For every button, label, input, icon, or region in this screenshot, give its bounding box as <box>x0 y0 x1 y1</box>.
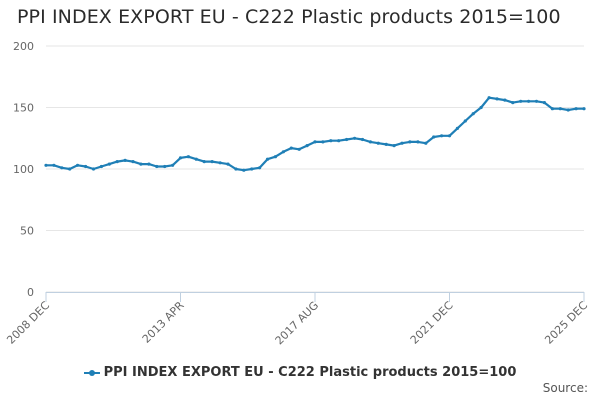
data-point <box>408 140 412 144</box>
series-layer <box>44 96 586 172</box>
data-point <box>440 134 444 138</box>
y-tick-label: 0 <box>27 286 34 299</box>
data-point <box>115 160 119 164</box>
data-point <box>424 141 428 145</box>
x-axis: 2008 DEC 2013 APR 2017 AUG 2021 DEC 2025 DEC <box>4 292 590 347</box>
data-point <box>305 144 309 148</box>
y-tick-label: 50 <box>20 225 34 238</box>
data-point <box>163 164 167 169</box>
data-point <box>376 141 380 145</box>
x-tick-label: 2013 APR <box>140 299 187 346</box>
data-point <box>353 136 357 140</box>
data-point <box>281 150 285 154</box>
data-point <box>511 101 515 105</box>
data-point <box>178 156 183 160</box>
data-point <box>297 147 301 151</box>
data-point <box>447 134 452 138</box>
gridlines <box>46 45 584 293</box>
data-point <box>503 98 507 102</box>
data-point <box>329 139 333 143</box>
data-point <box>139 162 143 166</box>
data-point <box>550 107 555 111</box>
data-point <box>52 163 56 167</box>
data-point <box>242 168 246 172</box>
data-point <box>186 155 190 159</box>
data-point <box>495 97 499 101</box>
data-point <box>60 166 64 170</box>
y-tick-label: 200 <box>13 40 34 53</box>
data-point <box>99 164 103 169</box>
data-point <box>202 160 206 164</box>
data-point <box>123 158 127 162</box>
data-point <box>289 146 293 150</box>
data-point <box>384 142 388 146</box>
data-point <box>155 164 159 169</box>
data-point <box>558 107 562 111</box>
data-point <box>455 126 459 130</box>
x-tick-label: 2025 DEC <box>542 299 590 347</box>
data-point <box>91 167 96 171</box>
data-point <box>321 140 325 144</box>
data-point <box>194 157 198 161</box>
data-point <box>68 167 72 171</box>
data-point <box>250 167 254 171</box>
chart-title: PPI INDEX EXPORT EU - C222 Plastic produ… <box>17 6 561 28</box>
data-point <box>582 107 586 111</box>
data-point <box>107 162 111 166</box>
data-point <box>360 137 365 142</box>
x-tick-label: 2017 AUG <box>273 299 322 348</box>
data-point <box>542 101 547 105</box>
source-label[interactable]: Source: <box>542 381 588 395</box>
x-tick-label: 2021 DEC <box>408 299 456 347</box>
data-point <box>258 166 262 170</box>
data-point <box>527 99 531 103</box>
data-point <box>471 112 475 116</box>
y-tick-label: 100 <box>13 163 34 176</box>
data-point <box>534 99 539 103</box>
data-point <box>566 108 570 112</box>
data-point <box>147 162 151 166</box>
data-point <box>226 162 230 166</box>
data-point <box>84 164 88 169</box>
data-point <box>273 155 277 159</box>
x-tick-label: 2008 DEC <box>4 299 52 347</box>
data-point <box>131 160 135 164</box>
data-point <box>234 167 238 171</box>
legend[interactable]: PPI INDEX EXPORT EU - C222 Plastic produ… <box>0 365 600 380</box>
series-line <box>44 96 586 172</box>
legend-label: PPI INDEX EXPORT EU - C222 Plastic produ… <box>103 365 517 380</box>
data-point <box>44 163 48 167</box>
data-point <box>210 160 214 164</box>
data-point <box>218 161 222 165</box>
data-point <box>171 163 175 167</box>
data-point <box>392 144 396 148</box>
data-point <box>463 119 467 123</box>
data-point <box>368 140 372 144</box>
y-tick-label: 150 <box>13 102 34 115</box>
data-point <box>574 107 578 111</box>
data-point <box>345 137 349 142</box>
legend-swatch-icon <box>83 368 100 378</box>
data-point <box>265 157 270 161</box>
data-point <box>519 99 523 103</box>
data-point <box>416 140 420 144</box>
data-point <box>337 139 341 143</box>
y-axis-ticks: 0 50 100 150 200 <box>13 40 34 299</box>
data-point <box>313 140 317 144</box>
data-point <box>76 163 80 167</box>
data-point <box>400 141 404 145</box>
data-point <box>432 135 436 139</box>
data-point <box>479 105 483 110</box>
data-point <box>487 96 491 100</box>
